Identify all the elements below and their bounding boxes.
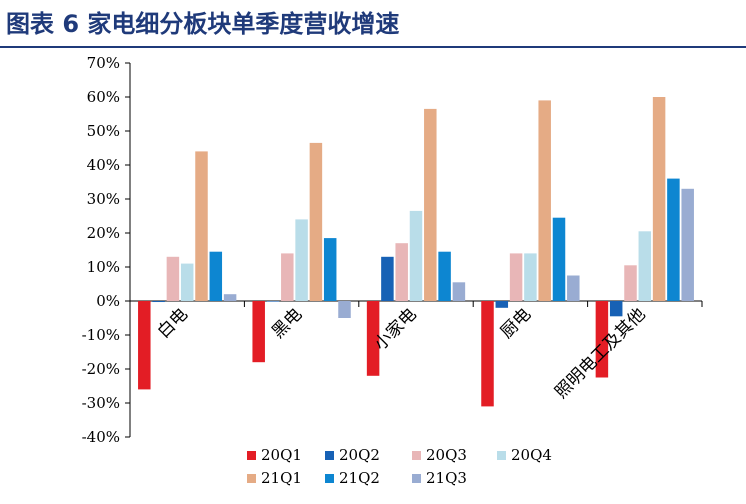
bar-chart: 70%60%50%40%30%20%10%0%-10%-20%-30%-40% …: [82, 54, 703, 487]
y-tick-label: 30%: [87, 190, 120, 208]
legend-swatch: [412, 451, 421, 460]
bar-21Q3-厨电: [567, 275, 580, 301]
bar-20Q2-白电: [152, 301, 165, 303]
legend-item-20Q1: 20Q1: [247, 446, 302, 464]
legend-item-20Q4: 20Q4: [497, 446, 552, 464]
bar-20Q4-厨电: [524, 253, 537, 301]
bar-21Q2-白电: [209, 251, 223, 301]
y-tick-label: -40%: [82, 428, 120, 446]
legend-item-21Q2: 21Q2: [325, 469, 380, 487]
y-tick-label: 20%: [87, 224, 120, 242]
bar-20Q1-小家电: [366, 301, 380, 376]
y-tick-label: 10%: [87, 258, 120, 276]
legend-label: 21Q1: [261, 469, 302, 487]
category-label: 白电: [154, 304, 192, 342]
y-tick-label: 50%: [87, 122, 120, 140]
bar-21Q1-厨电: [538, 100, 551, 302]
bar-20Q4-小家电: [409, 210, 423, 301]
bar-21Q3-小家电: [452, 282, 466, 301]
legend-label: 21Q3: [426, 469, 467, 487]
bar-21Q2-厨电: [552, 217, 566, 301]
y-tick-label: -20%: [82, 360, 120, 378]
legend-label: 20Q2: [339, 446, 380, 464]
y-tick-label: 70%: [87, 54, 120, 72]
legend-swatch: [247, 474, 256, 483]
category-label: 黑电: [268, 304, 306, 342]
bar-21Q1-照明电工及其他: [652, 97, 666, 301]
bar-21Q1-黑电: [309, 142, 323, 301]
bar-21Q3-照明电工及其他: [681, 188, 694, 301]
bar-21Q2-小家电: [438, 251, 451, 301]
legend-swatch: [412, 474, 421, 483]
bar-20Q3-小家电: [395, 243, 408, 301]
bar-20Q2-照明电工及其他: [609, 301, 623, 317]
bar-21Q3-白电: [223, 294, 237, 301]
legend-swatch: [325, 474, 334, 483]
legend-swatch: [497, 451, 506, 460]
legend-swatch: [325, 451, 334, 460]
y-axis: 70% 60% 50% 40% 30% 20% 10% 0% -10% -20% -30% -40%: [82, 54, 131, 446]
bar-20Q1-黑电: [252, 301, 265, 363]
bar-20Q4-黑电: [295, 219, 308, 301]
bar-20Q4-照明电工及其他: [638, 231, 652, 301]
legend: 20Q1 20Q2 20Q3 20Q4 21Q1 21Q2 21Q3: [247, 446, 552, 487]
bar-20Q1-白电: [138, 301, 151, 390]
legend-swatch: [247, 451, 256, 460]
y-tick-label: 0%: [96, 292, 120, 310]
category-label: 厨电: [497, 304, 535, 342]
bar-20Q3-黑电: [281, 253, 294, 301]
bars: [138, 97, 694, 407]
bar-21Q2-照明电工及其他: [667, 178, 680, 301]
bar-21Q1-白电: [195, 151, 208, 301]
bar-20Q3-白电: [166, 256, 180, 301]
y-tick-label: -10%: [82, 326, 120, 344]
legend-label: 20Q4: [511, 446, 552, 464]
bar-20Q2-小家电: [381, 256, 394, 301]
legend-label: 21Q2: [339, 469, 380, 487]
legend-label: 20Q3: [426, 446, 467, 464]
legend-item-20Q2: 20Q2: [325, 446, 380, 464]
bar-20Q4-白电: [180, 263, 194, 301]
bar-21Q2-黑电: [323, 238, 337, 301]
bar-20Q2-厨电: [495, 301, 509, 308]
legend-item-20Q3: 20Q3: [412, 446, 467, 464]
bar-21Q1-小家电: [424, 108, 437, 302]
title-rule: [0, 46, 746, 48]
bar-21Q3-黑电: [338, 301, 351, 318]
y-tick-label: -30%: [82, 394, 120, 412]
y-tick-label: 60%: [87, 88, 120, 106]
category-labels: 白电 黑电 小家电 厨电 照明电工及其他: [154, 304, 650, 402]
chart-title: 图表 6 家电细分板块单季度营收增速: [6, 10, 400, 38]
y-tick-label: 40%: [87, 156, 120, 174]
bar-20Q2-黑电: [266, 301, 280, 302]
bar-20Q1-厨电: [481, 301, 494, 407]
bar-20Q1-照明电工及其他: [595, 301, 609, 378]
bar-20Q3-照明电工及其他: [624, 265, 637, 301]
legend-item-21Q3: 21Q3: [412, 469, 467, 487]
legend-label: 20Q1: [261, 446, 302, 464]
legend-item-21Q1: 21Q1: [247, 469, 302, 487]
bar-20Q3-厨电: [509, 253, 523, 301]
